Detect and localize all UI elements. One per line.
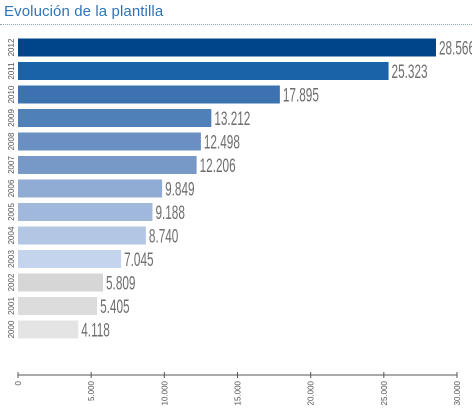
bar-2008 <box>18 132 201 151</box>
x-tick-label-30000: 30.000 <box>453 380 462 405</box>
category-label-2006: 2006 <box>7 179 16 197</box>
bar-2010 <box>18 85 280 104</box>
x-tick-label-15000: 15.000 <box>234 380 243 405</box>
category-label-2003: 2003 <box>7 250 16 268</box>
x-tick-label-5000: 5.000 <box>87 380 96 401</box>
bar-2012 <box>18 38 437 57</box>
category-label-2011: 2011 <box>7 62 16 80</box>
value-label-2001: 5.405 <box>100 297 130 317</box>
x-axis: 0 5.000 10.000 15.000 20.000 25.000 30.000 <box>14 372 462 405</box>
category-label-2002: 2002 <box>7 273 16 291</box>
bar-2011 <box>18 62 389 80</box>
value-label-2012: 28.566 <box>439 39 472 59</box>
value-label-2007: 12.206 <box>200 156 236 176</box>
category-label-2001: 2001 <box>7 297 16 315</box>
x-tick-label-10000: 10.000 <box>160 380 169 405</box>
bar-2000 <box>18 320 79 339</box>
x-tick-label-20000: 20.000 <box>307 380 316 405</box>
value-label-2000: 4.118 <box>81 321 110 341</box>
value-label-2010: 17.895 <box>283 86 319 106</box>
category-label-2010: 2010 <box>7 85 16 103</box>
bars-layer: 28.566 2012 25.323 2011 17.895 2010 13.212 2009… <box>7 38 472 341</box>
category-label-2009: 2009 <box>7 109 16 127</box>
x-tick-label-0: 0 <box>14 380 23 385</box>
value-label-2009: 13.212 <box>214 109 250 129</box>
category-label-2007: 2007 <box>7 156 16 174</box>
value-label-2004: 8.740 <box>149 227 179 247</box>
bar-2009 <box>18 109 212 127</box>
bar-2001 <box>18 297 98 315</box>
chart-title: Evolución de la plantilla <box>4 3 164 20</box>
title-divider <box>0 24 472 25</box>
value-label-2003: 7.045 <box>124 250 154 270</box>
category-label-2000: 2000 <box>7 320 16 338</box>
bar-2002 <box>18 273 104 292</box>
value-label-2011: 25.323 <box>392 62 428 82</box>
bar-2007 <box>18 156 197 174</box>
bar-2004 <box>18 226 146 245</box>
bar-2003 <box>18 250 122 268</box>
value-label-2005: 9.188 <box>155 203 185 223</box>
value-label-2006: 9.849 <box>165 180 195 200</box>
category-label-2005: 2005 <box>7 203 16 221</box>
value-label-2002: 5.809 <box>106 274 136 294</box>
bar-2005 <box>18 203 153 221</box>
bar-2006 <box>18 179 163 198</box>
category-label-2004: 2004 <box>7 226 16 244</box>
x-tick-label-25000: 25.000 <box>380 380 389 405</box>
value-label-2008: 12.498 <box>204 133 240 153</box>
category-label-2012: 2012 <box>7 38 16 56</box>
category-label-2008: 2008 <box>7 132 16 150</box>
